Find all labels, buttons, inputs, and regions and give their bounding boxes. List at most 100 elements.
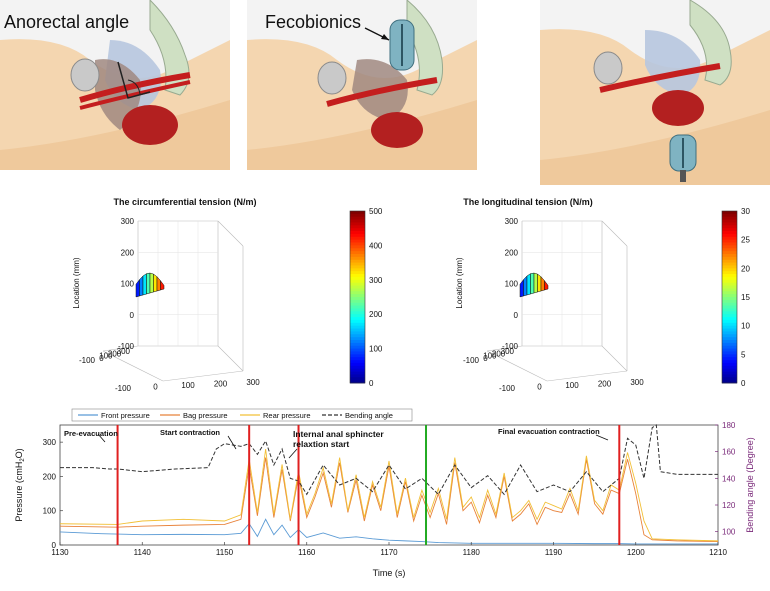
plot1-colorbar-segment — [350, 302, 365, 306]
plot2-colorbar-tick: 15 — [741, 293, 750, 302]
plot2-colorbar-tick: 5 — [741, 350, 746, 359]
plot2-colorbar-segment — [722, 317, 737, 321]
plot1-colorbar-segment — [350, 371, 365, 375]
anorectal-angle-label: Anorectal angle — [4, 12, 130, 32]
plot1-box-edge — [162, 370, 244, 382]
plot1-colorbar-segment — [350, 248, 365, 252]
plot2-colorbar-segment — [722, 314, 737, 318]
plot2-colorbar-segment — [722, 271, 737, 275]
longitudinal-tension-plot: The longitudinal tension (N/m) Location … — [455, 197, 750, 393]
plot2-surface-band — [530, 272, 535, 295]
plot2-colorbar-segment — [722, 354, 737, 358]
plot2-colorbar-segment — [722, 328, 737, 332]
plot1-box-edge — [217, 345, 244, 372]
plot2-zlabel: Location (mm) — [455, 257, 464, 308]
plot2-colorbar-segment — [722, 262, 737, 266]
plot2-colorbar-segment — [722, 294, 737, 298]
plot1-colorbar-segment — [350, 342, 365, 347]
plot1-z-tick: 0 — [130, 311, 135, 320]
plot2-colorbar-segment — [722, 276, 737, 281]
ts-y-tick-label: 0 — [52, 541, 57, 550]
plot2-colorbar-segment — [722, 351, 737, 355]
plot2-y-tick: 300 — [501, 347, 515, 356]
plot1-colorbar-segment — [350, 374, 365, 378]
plot1-x-tick: 300 — [246, 378, 260, 387]
plot2-colorbar-segment — [722, 254, 737, 258]
plot1-colorbar-segment — [350, 362, 365, 367]
plot2-colorbar-segment — [722, 251, 737, 255]
plot1-axes-box — [102, 220, 244, 382]
ts-y-tick-label: 200 — [43, 472, 57, 481]
ts-y2-tick-label: 180 — [722, 421, 736, 430]
plot2-colorbar-segment — [722, 213, 737, 218]
plot1-y-tick: 200 — [108, 349, 122, 358]
plot2-colorbar-segment — [722, 322, 737, 327]
plot1-colorbar-segment — [350, 299, 365, 304]
plot2-colorbar-segment — [722, 211, 737, 215]
plot2-surface-band — [540, 276, 545, 292]
plot2-colorbar-segment — [722, 291, 737, 295]
plot1-colorbar-segment — [350, 377, 365, 381]
ts-ylabel: Pressure (cmH2O) — [14, 448, 26, 521]
ts-x-tick-label: 1190 — [545, 548, 563, 557]
series-angle-line — [60, 424, 718, 496]
plot1-colorbar-segment — [350, 268, 365, 272]
ts-xlabel: Time (s) — [373, 568, 406, 578]
plot1-colorbar-segment — [350, 231, 365, 235]
ts-y2-ticks: 100 120 140 160 180 — [715, 421, 736, 537]
plot2-colorbar-segment — [722, 216, 737, 220]
plot1-colorbar-segment — [350, 251, 365, 255]
plot1-colorbar-segment — [350, 254, 365, 258]
fecobionics-label: Fecobionics — [265, 12, 362, 32]
plot1-colorbar-segment — [350, 282, 365, 286]
plot2-z-tick: -100 — [502, 342, 519, 351]
plot1-colorbar-segment — [350, 294, 365, 298]
plot1-colorbar-segment — [350, 213, 365, 218]
plot1-y-tick: 300 — [117, 347, 131, 356]
plot1-colorbar-segment — [350, 228, 365, 232]
plot2-colorbar-segment — [722, 334, 737, 338]
plot2-x-tick: 200 — [598, 380, 612, 389]
legend-bag-pressure: Bag pressure — [183, 411, 228, 420]
plot2-y-tick: -100 — [463, 356, 480, 365]
plot1-colorbar-segment — [350, 297, 365, 301]
plot1-colorbar-tick: 200 — [369, 310, 383, 319]
plot2-z-tick: 200 — [505, 248, 519, 257]
plot2-colorbar-segment — [722, 308, 737, 312]
plot2-colorbar-tick: 30 — [741, 207, 750, 216]
plot1-colorbar-segment — [350, 245, 365, 249]
plot1-surface-band — [156, 276, 161, 292]
plot1-x-tick: 200 — [214, 380, 228, 389]
plot1-colorbar-segment — [350, 285, 365, 289]
plot1-colorbar-segment — [350, 233, 365, 238]
plot2-y-tick: 0 — [483, 354, 488, 363]
ts-y-tick-label: 300 — [43, 438, 57, 447]
plot1-colorbar-segment — [350, 319, 365, 324]
ts-event-markers — [116, 425, 621, 545]
plot2-title: The longitudinal tension (N/m) — [463, 197, 593, 207]
ts-y-tick-label: 100 — [43, 507, 57, 516]
plot2-x-tick: 100 — [565, 381, 579, 390]
plot1-colorbar-segment — [350, 368, 365, 372]
plot1-colorbar-segment — [350, 216, 365, 220]
plot1-colorbar-segment — [350, 337, 365, 341]
plot2-colorbar-segment — [722, 285, 737, 289]
plot2-colorbar-segment — [722, 360, 737, 364]
annotation-ias-relaxation-1: Internal anal sphincter — [293, 429, 384, 439]
plot1-colorbar-segment — [350, 276, 365, 281]
plot1-colorbar-segment — [350, 354, 365, 358]
ts-y2label: Bending angle (Degree) — [745, 437, 755, 533]
ts-x-tick-label: 1180 — [463, 548, 481, 557]
plot2-colorbar-segment — [722, 368, 737, 372]
plot1-colorbar-segment — [350, 259, 365, 263]
plot2-colorbar-segment — [722, 219, 737, 223]
plot2-z-tick: 0 — [514, 311, 519, 320]
plot1-x-tick: -100 — [115, 384, 132, 393]
ts-y2-tick-label: 140 — [722, 474, 736, 483]
plot2-colorbar-tick: 20 — [741, 264, 750, 273]
plot1-z-ticks: 300 200 100 0 -100 — [118, 217, 135, 351]
plot1-colorbar-segment — [350, 236, 365, 241]
plot1-colorbar-segment — [350, 322, 365, 327]
plot2-colorbar-segment — [722, 345, 737, 349]
legend-front-pressure: Front pressure — [101, 411, 150, 420]
